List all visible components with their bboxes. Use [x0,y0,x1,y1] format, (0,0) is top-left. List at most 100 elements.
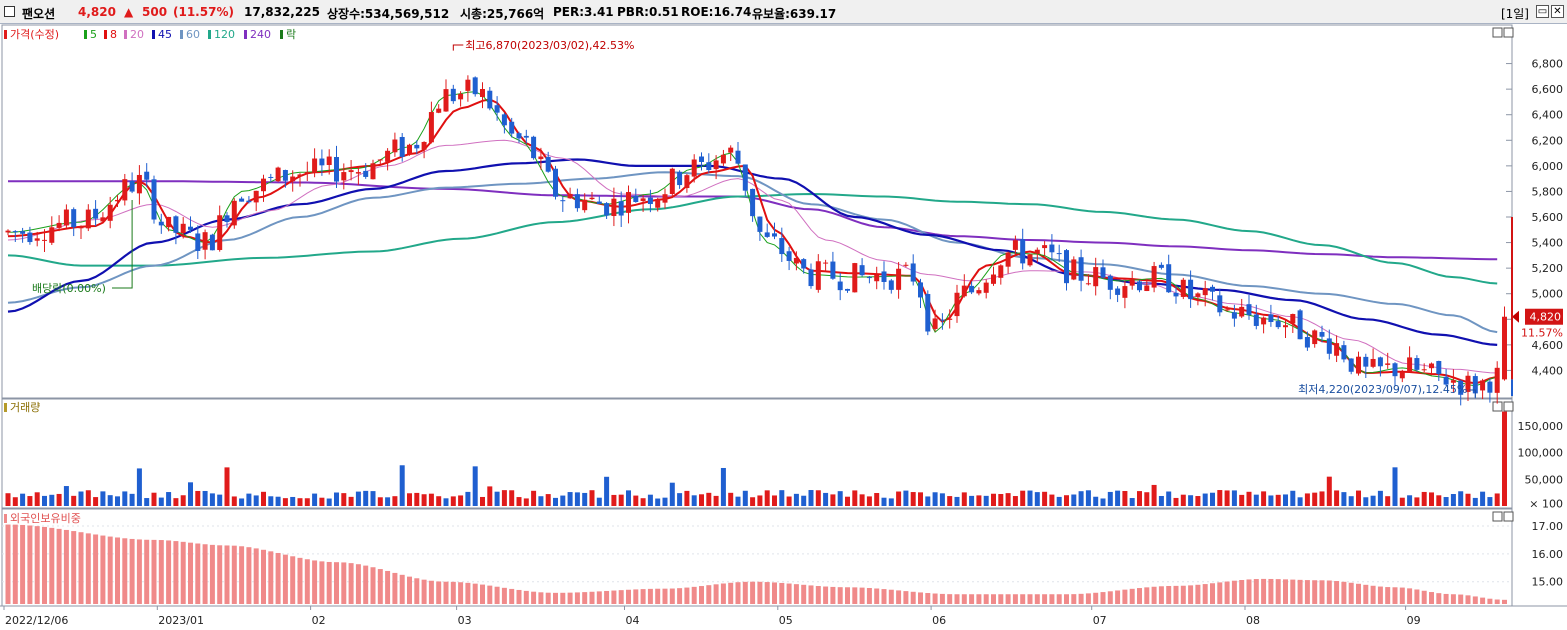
foreign-bar [129,538,135,604]
candle-body [1275,321,1281,328]
foreign-bar [961,594,967,604]
panel-minimize-icon[interactable] [1492,511,1503,522]
foreign-bar [195,543,201,604]
volume-bar [1210,492,1215,506]
volume-bar [1392,467,1398,506]
candle-body [42,239,47,241]
panel-frame [1,508,1513,607]
foreign-bar [151,539,157,604]
volume-bar [377,497,383,506]
candle-body [282,170,288,181]
candle-body [604,203,610,216]
candle-body [677,171,683,186]
foreign-bar [407,576,412,604]
foreign-bar [1487,598,1493,604]
volume-bar [604,476,610,506]
volume-bar [1290,490,1296,506]
panel-minimize-icon[interactable] [1492,27,1503,38]
foreign-bar [720,583,726,604]
candle-body [290,176,296,182]
candle-body [983,282,989,293]
last-pct-label: 11.57% [1521,327,1563,340]
volume-bar [100,491,106,506]
foreign-bar [1246,579,1252,604]
candle-body [866,277,872,279]
volume-bar [436,496,442,506]
candle-body [626,192,631,213]
foreign-bar [969,594,975,604]
last-price-box [1525,308,1563,325]
candle-body [531,136,537,159]
volume-bar [392,496,398,506]
foreign-bar [5,524,11,604]
foreign-bar [1458,594,1464,604]
period-selector[interactable]: [1일] [1500,7,1529,21]
window-close-icon[interactable]: ✕ [1551,5,1564,18]
volume-bar [633,495,639,506]
volume-bar [1020,490,1026,506]
price-tick-label: 5,600 [1532,211,1564,224]
candle-body [268,176,274,178]
candle-body [1450,380,1456,383]
foreign-bar [1005,594,1011,604]
select-checkbox[interactable] [4,6,15,17]
foreign-bar [122,538,128,604]
candle-body [1370,358,1376,367]
volume-bar [618,494,624,506]
volume-bar [677,493,683,506]
x-tick-label: 2022/12/06 [5,614,68,627]
foreign-bar [100,535,106,604]
candle-body [793,257,799,264]
grid-lines [2,63,1512,583]
x-tick-label: 07 [1093,614,1107,627]
candle-body [5,230,11,233]
volume-bar [348,496,354,506]
volume-bar [538,496,544,506]
foreign-bar [136,539,142,604]
foreign-bar [428,580,434,604]
candle-body [516,133,522,139]
x-tick-label: 02 [312,614,326,627]
volume-bar [34,492,40,506]
volume-bar [509,490,515,506]
foreign-bar [261,549,266,604]
candle-body [888,280,894,290]
volume-bar [1261,491,1267,506]
x-tick-label: 09 [1407,614,1421,627]
candle-body [925,293,931,332]
foreign-bar [1071,594,1077,604]
foreign-bar [1137,588,1142,604]
volume-bar [954,496,960,506]
volume-bar [158,497,164,506]
candle-body [246,200,252,203]
foreign-bar [202,544,208,604]
volume-bar [224,467,230,506]
foreign-bar [1399,587,1405,604]
panel-maximize-icon[interactable] [1503,27,1514,38]
volume-bar [1356,490,1361,506]
candle-body [312,158,318,173]
volume-bar [487,486,493,506]
foreign-bar [954,594,960,604]
volume-bar [1166,491,1172,506]
volume-bar [1450,494,1456,506]
foreign-bar [939,593,945,604]
foreign-bar [560,592,566,604]
price-tick-label: 5,000 [1532,288,1564,301]
foreign-bar [1326,580,1332,604]
candle-body [1137,281,1142,291]
candle-body [239,198,245,202]
volume-bar [5,493,11,506]
volume-bar [1385,496,1391,506]
window-restore-icon[interactable]: ▭ [1536,5,1549,18]
candle-body [1392,363,1398,377]
volume-bar [801,495,807,506]
volume-bar [582,492,588,506]
candle-body [954,292,960,317]
volume-bar [881,497,887,506]
foreign-bar [618,590,624,604]
candle-body [903,264,909,266]
foreign-bar [1385,587,1391,604]
panel-maximize-icon[interactable] [1503,511,1514,522]
panel-maximize-icon[interactable] [1503,401,1514,412]
